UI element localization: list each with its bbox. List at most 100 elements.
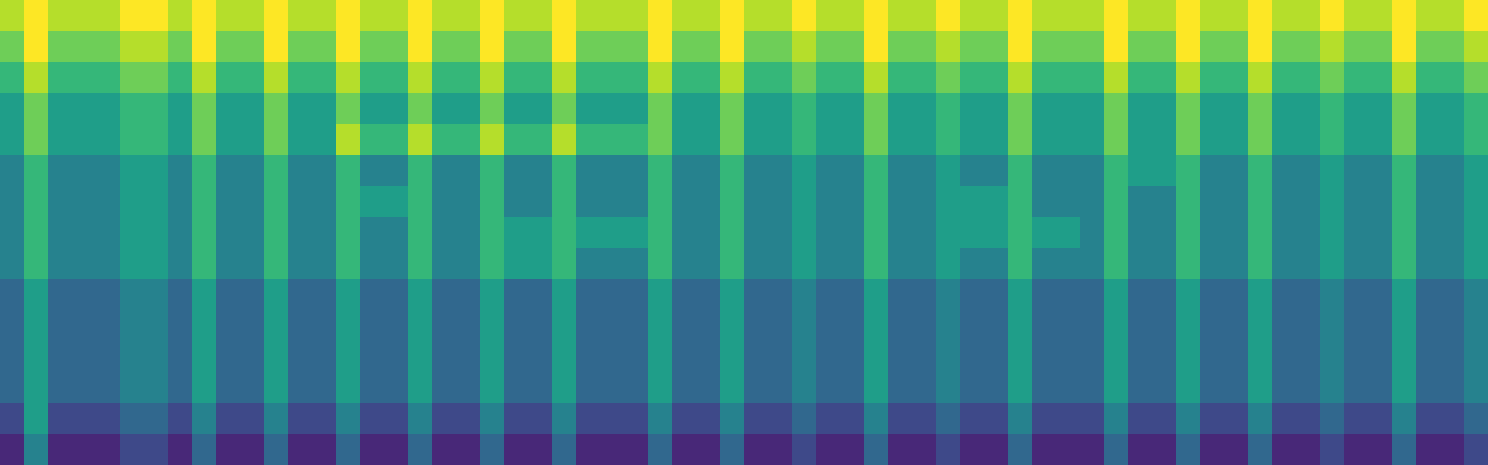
spectrogram — [0, 0, 1488, 465]
cell — [744, 62, 769, 94]
cell — [672, 0, 697, 32]
cell — [1416, 93, 1441, 125]
cell — [120, 93, 145, 125]
cell — [792, 62, 817, 94]
cell — [336, 403, 361, 435]
cell — [264, 186, 289, 218]
cell — [1008, 0, 1033, 32]
cell — [1296, 93, 1321, 125]
cell — [864, 248, 889, 280]
cell — [960, 0, 985, 32]
cell — [504, 403, 529, 435]
cell — [264, 341, 289, 373]
cell — [1056, 403, 1081, 435]
cell — [24, 186, 49, 218]
cell — [48, 372, 73, 404]
cell — [1440, 62, 1465, 94]
cell — [552, 279, 577, 311]
cell — [1104, 155, 1129, 187]
cell — [1128, 403, 1153, 435]
cell — [1008, 124, 1033, 156]
cell — [816, 186, 841, 218]
cell — [624, 93, 649, 125]
cell — [816, 62, 841, 94]
cell — [552, 155, 577, 187]
cell — [744, 93, 769, 125]
cell — [144, 62, 169, 94]
cell — [1152, 31, 1177, 63]
cell — [768, 93, 793, 125]
cell — [1224, 279, 1249, 311]
cell — [1056, 62, 1081, 94]
cell — [648, 248, 673, 280]
cell — [1392, 248, 1417, 280]
cell — [1056, 155, 1081, 187]
cell — [1104, 248, 1129, 280]
cell — [96, 186, 121, 218]
cell — [432, 93, 457, 125]
cell — [336, 31, 361, 63]
cell — [1248, 310, 1273, 342]
cell — [528, 155, 553, 187]
cell — [1008, 248, 1033, 280]
cell — [864, 155, 889, 187]
cell — [432, 279, 457, 311]
cell — [1320, 434, 1345, 465]
cell — [1368, 62, 1393, 94]
cell — [432, 31, 457, 63]
cell — [48, 248, 73, 280]
cell — [288, 372, 313, 404]
cell — [408, 31, 433, 63]
cell — [120, 124, 145, 156]
cell — [1320, 279, 1345, 311]
cell — [504, 434, 529, 465]
cell — [648, 124, 673, 156]
cell — [960, 372, 985, 404]
cell — [1440, 403, 1465, 435]
cell — [624, 341, 649, 373]
cell — [912, 310, 937, 342]
cell — [528, 434, 553, 465]
cell — [1200, 372, 1225, 404]
cell — [480, 0, 505, 32]
cell — [312, 217, 337, 249]
cell — [72, 62, 97, 94]
cell — [480, 279, 505, 311]
cell — [1272, 403, 1297, 435]
cell — [1272, 124, 1297, 156]
cell — [456, 0, 481, 32]
cell — [864, 434, 889, 465]
cell — [1080, 341, 1105, 373]
cell — [1464, 155, 1488, 187]
cell — [1104, 124, 1129, 156]
cell — [144, 0, 169, 32]
cell — [672, 124, 697, 156]
cell — [792, 0, 817, 32]
cell — [144, 341, 169, 373]
cell — [1248, 217, 1273, 249]
cell — [72, 0, 97, 32]
cell — [168, 341, 193, 373]
cell — [1344, 279, 1369, 311]
cell — [288, 434, 313, 465]
cell — [528, 217, 553, 249]
cell — [1392, 62, 1417, 94]
cell — [816, 31, 841, 63]
cell — [1440, 372, 1465, 404]
cell — [792, 248, 817, 280]
cell — [1176, 372, 1201, 404]
cell — [1464, 31, 1488, 63]
cell — [24, 341, 49, 373]
cell — [1368, 279, 1393, 311]
cell — [48, 0, 73, 32]
cell — [1296, 186, 1321, 218]
cell — [768, 248, 793, 280]
cell — [960, 217, 985, 249]
cell — [1416, 62, 1441, 94]
cell — [888, 186, 913, 218]
cell — [144, 248, 169, 280]
cell — [456, 403, 481, 435]
cell — [240, 372, 265, 404]
cell — [1056, 31, 1081, 63]
cell — [1008, 341, 1033, 373]
